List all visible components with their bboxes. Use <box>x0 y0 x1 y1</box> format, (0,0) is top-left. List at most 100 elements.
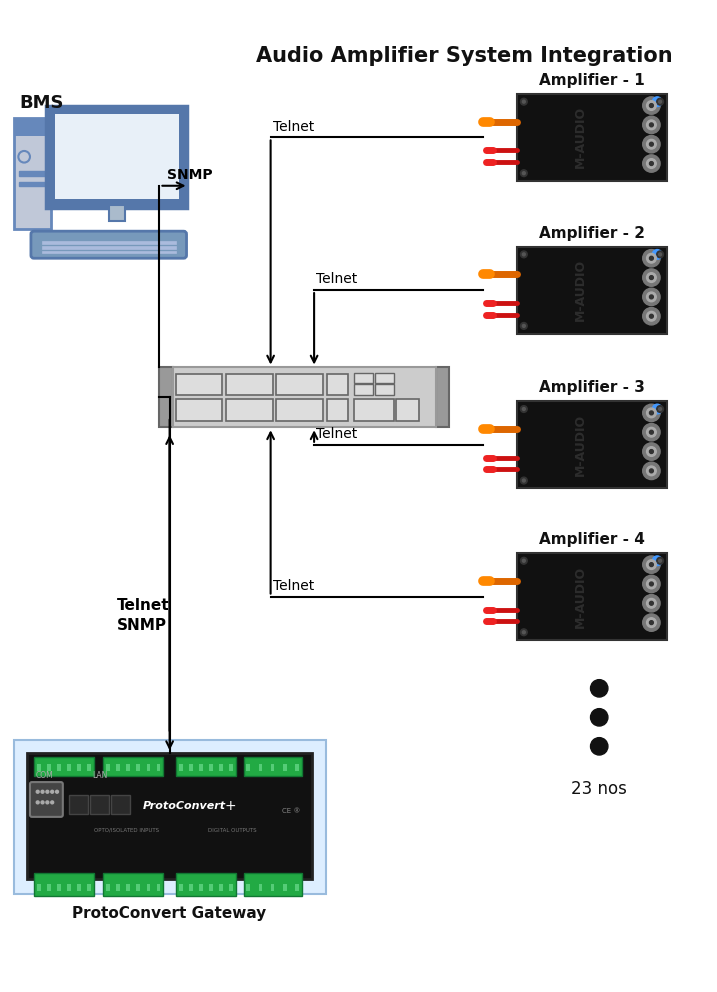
Circle shape <box>650 295 653 299</box>
FancyBboxPatch shape <box>229 764 233 772</box>
Circle shape <box>642 462 660 479</box>
Circle shape <box>647 139 656 149</box>
Text: Amplifier - 3: Amplifier - 3 <box>539 381 645 396</box>
FancyBboxPatch shape <box>176 400 222 421</box>
Circle shape <box>37 801 39 804</box>
FancyBboxPatch shape <box>176 873 236 896</box>
FancyBboxPatch shape <box>146 764 151 772</box>
Circle shape <box>523 631 526 634</box>
Circle shape <box>647 579 656 589</box>
Circle shape <box>642 136 660 153</box>
FancyBboxPatch shape <box>47 105 188 208</box>
Circle shape <box>51 801 54 804</box>
Circle shape <box>19 151 30 163</box>
Circle shape <box>652 556 662 565</box>
Circle shape <box>647 273 656 283</box>
Circle shape <box>650 621 653 625</box>
Circle shape <box>46 801 49 804</box>
Circle shape <box>521 322 527 329</box>
FancyBboxPatch shape <box>47 884 51 891</box>
FancyBboxPatch shape <box>517 553 667 640</box>
Circle shape <box>647 598 656 608</box>
FancyBboxPatch shape <box>176 374 222 396</box>
FancyBboxPatch shape <box>189 764 193 772</box>
Circle shape <box>650 562 653 566</box>
Circle shape <box>650 411 653 415</box>
Text: Audio Amplifier System Integration: Audio Amplifier System Integration <box>255 46 673 65</box>
FancyBboxPatch shape <box>176 757 236 777</box>
Circle shape <box>642 289 660 306</box>
Circle shape <box>650 431 653 434</box>
FancyBboxPatch shape <box>106 884 110 891</box>
FancyBboxPatch shape <box>30 782 63 816</box>
Circle shape <box>521 629 527 636</box>
Circle shape <box>591 708 608 726</box>
Circle shape <box>56 791 59 794</box>
Circle shape <box>521 98 527 105</box>
FancyBboxPatch shape <box>67 764 71 772</box>
FancyBboxPatch shape <box>354 384 373 395</box>
Text: Amplifier - 2: Amplifier - 2 <box>539 226 645 241</box>
Text: M-AUDIO: M-AUDIO <box>574 565 587 628</box>
Circle shape <box>37 791 39 794</box>
Text: M-AUDIO: M-AUDIO <box>574 414 587 476</box>
FancyBboxPatch shape <box>69 795 88 814</box>
FancyBboxPatch shape <box>14 118 51 229</box>
Circle shape <box>642 442 660 460</box>
Circle shape <box>591 738 608 755</box>
FancyBboxPatch shape <box>42 246 176 249</box>
Text: SNMP: SNMP <box>167 168 213 182</box>
FancyBboxPatch shape <box>136 764 141 772</box>
Circle shape <box>51 791 54 794</box>
FancyBboxPatch shape <box>277 400 323 421</box>
Circle shape <box>647 292 656 302</box>
FancyBboxPatch shape <box>146 884 151 891</box>
FancyBboxPatch shape <box>209 764 213 772</box>
Text: Amplifier - 1: Amplifier - 1 <box>539 73 645 88</box>
Circle shape <box>521 251 527 258</box>
FancyBboxPatch shape <box>219 884 223 891</box>
Circle shape <box>642 250 660 267</box>
Circle shape <box>523 100 526 103</box>
Circle shape <box>650 123 653 127</box>
Text: BMS: BMS <box>19 94 64 112</box>
Circle shape <box>650 601 653 605</box>
FancyBboxPatch shape <box>111 795 130 814</box>
FancyBboxPatch shape <box>55 114 179 199</box>
Circle shape <box>657 98 663 105</box>
FancyBboxPatch shape <box>277 374 323 396</box>
Circle shape <box>650 162 653 166</box>
Circle shape <box>650 276 653 280</box>
FancyBboxPatch shape <box>517 247 667 333</box>
FancyBboxPatch shape <box>87 764 91 772</box>
FancyBboxPatch shape <box>14 740 326 894</box>
Text: Amplifier - 4: Amplifier - 4 <box>539 533 645 548</box>
FancyBboxPatch shape <box>247 764 250 772</box>
FancyBboxPatch shape <box>57 884 61 891</box>
FancyBboxPatch shape <box>354 373 373 383</box>
FancyBboxPatch shape <box>126 884 130 891</box>
FancyBboxPatch shape <box>199 884 203 891</box>
FancyBboxPatch shape <box>376 373 394 383</box>
FancyBboxPatch shape <box>327 374 348 396</box>
Circle shape <box>650 142 653 146</box>
Circle shape <box>642 404 660 422</box>
FancyBboxPatch shape <box>87 884 91 891</box>
Text: Telnet: Telnet <box>272 120 314 134</box>
FancyBboxPatch shape <box>189 884 193 891</box>
FancyBboxPatch shape <box>42 251 176 253</box>
FancyBboxPatch shape <box>226 400 272 421</box>
Circle shape <box>659 408 662 411</box>
FancyBboxPatch shape <box>209 884 213 891</box>
Text: Telnet: Telnet <box>316 272 357 287</box>
Circle shape <box>650 103 653 107</box>
FancyBboxPatch shape <box>259 764 262 772</box>
Circle shape <box>46 791 49 794</box>
Circle shape <box>642 575 660 592</box>
Circle shape <box>41 801 44 804</box>
FancyBboxPatch shape <box>229 884 233 891</box>
Circle shape <box>647 466 656 476</box>
FancyBboxPatch shape <box>31 231 186 258</box>
FancyBboxPatch shape <box>19 172 47 177</box>
Text: 23 nos: 23 nos <box>571 780 627 799</box>
